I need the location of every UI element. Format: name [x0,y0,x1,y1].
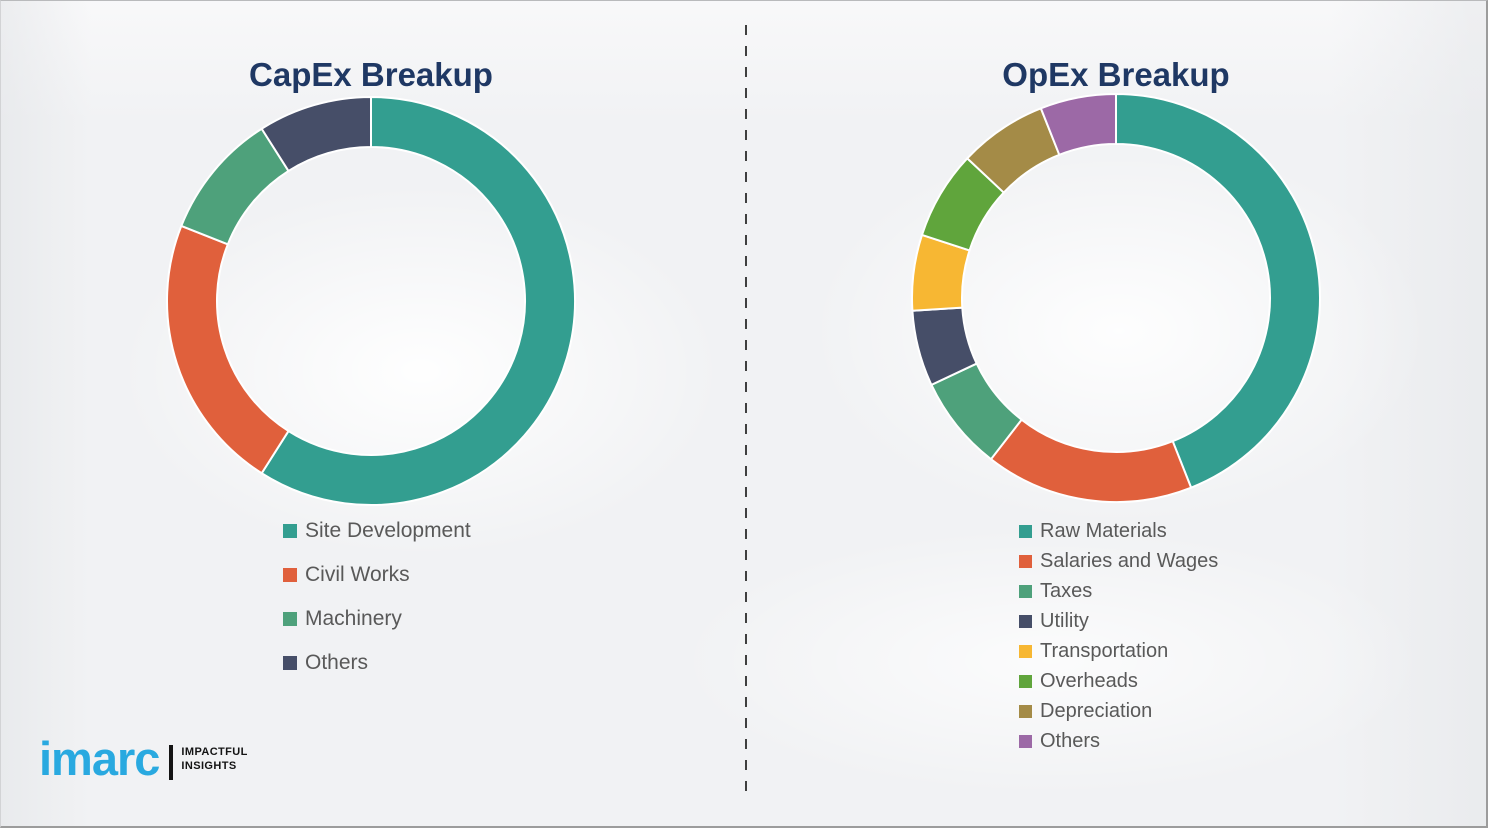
legend-label: Site Development [305,519,471,542]
donut-segment-site-development [260,96,576,506]
legend-label: Raw Materials [1040,519,1167,542]
opex-legend: Raw Materials Salaries and Wages Taxes U… [1019,516,1218,756]
legend-item-raw-materials: Raw Materials [1019,516,1218,546]
legend-swatch-taxes [1019,584,1032,598]
legend-swatch-others-opex [1019,734,1032,748]
capex-donut-chart [166,96,576,506]
legend-item-taxes: Taxes [1019,576,1218,606]
donut-segment-others [260,96,372,172]
donut-segment-others [1039,93,1117,156]
tagline-line-2: INSIGHTS [181,760,237,773]
legend-item-others-opex: Others [1019,726,1218,756]
legend-item-utility: Utility [1019,606,1218,636]
imarc-logo: imarc IMPACTFUL INSIGHTS [39,735,248,782]
legend-label: Utility [1040,609,1089,632]
legend-item-machinery: Machinery [283,597,471,641]
donut-segment-salaries-and-wages [989,418,1193,503]
legend-item-civil-works: Civil Works [283,553,471,597]
legend-swatch-overheads [1019,674,1032,688]
legend-swatch-site-development [283,524,297,538]
imarc-logo-tagline: IMPACTFUL INSIGHTS [181,745,247,774]
legend-swatch-others-capex [283,656,297,670]
logo-separator-bar [169,745,174,780]
legend-label: Transportation [1040,639,1169,662]
legend-label: Overheads [1040,669,1138,692]
donut-segment-raw-materials [1115,93,1321,489]
legend-item-salaries-and-wages: Salaries and Wages [1019,546,1218,576]
legend-swatch-utility [1019,614,1032,628]
legend-label: Others [1040,729,1101,752]
opex-chart-title: OpEx Breakup [1002,56,1230,94]
legend-label: Taxes [1040,579,1093,602]
legend-swatch-depreciation [1019,704,1032,718]
legend-label: Others [305,651,369,674]
legend-label: Salaries and Wages [1040,549,1219,572]
capex-legend: Site Development Civil Works Machinery O… [283,509,471,685]
legend-swatch-civil-works [283,568,297,582]
legend-swatch-machinery [283,612,297,626]
legend-item-depreciation: Depreciation [1019,696,1218,726]
legend-swatch-transportation [1019,644,1032,658]
legend-label: Civil Works [305,563,410,586]
divider-dashed-line [745,25,747,791]
tagline-line-1: IMPACTFUL [181,746,248,758]
legend-item-others-capex: Others [283,641,471,685]
legend-item-transportation: Transportation [1019,636,1218,666]
legend-item-site-development: Site Development [283,509,471,553]
donut-segment-civil-works [166,224,290,475]
legend-label: Machinery [305,607,402,630]
opex-donut-chart [911,93,1321,503]
legend-swatch-salaries-and-wages [1019,554,1032,568]
legend-item-overheads: Overheads [1019,666,1218,696]
imarc-logo-wordmark: imarc [39,732,160,785]
legend-swatch-raw-materials [1019,524,1032,538]
legend-label: Depreciation [1040,699,1153,722]
capex-chart-title: CapEx Breakup [249,56,493,94]
